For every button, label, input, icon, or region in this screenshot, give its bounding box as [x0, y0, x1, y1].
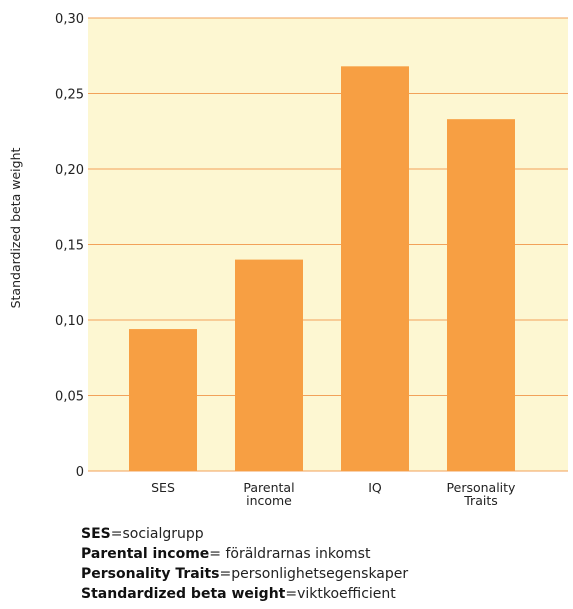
y-tick-label: 0	[76, 465, 84, 480]
x-category-label: IQ	[368, 480, 382, 495]
legend-definition: = föräldrarnas inkomst	[209, 546, 371, 562]
bar	[341, 66, 409, 471]
bar	[447, 119, 515, 472]
legend-row: Parental income= föräldrarnas inkomst	[81, 544, 408, 564]
bar-chart: 0 0,05 0,10 0,15 0,20 0,25 0,30 SES Parental inc…	[8, 12, 568, 508]
legend-row: Personality Traits=personlighetsegenskap…	[81, 564, 408, 584]
legend-row: SES=socialgrupp	[81, 524, 408, 544]
x-category-label: Personality Traits	[447, 480, 517, 508]
y-tick-label: 0,15	[55, 239, 84, 254]
y-tick-label: 0,10	[55, 314, 84, 329]
bar	[129, 329, 197, 471]
legend-row: Standardized beta weight=viktkoefficient	[81, 584, 408, 604]
y-tick-label: 0,30	[55, 12, 84, 27]
legend-term: SES	[81, 526, 111, 542]
legend-term: Standardized beta weight	[81, 586, 286, 602]
bars	[129, 66, 515, 472]
legend-term: Personality Traits	[81, 566, 220, 582]
bar	[235, 259, 303, 471]
y-tick-labels: 0 0,05 0,10 0,15 0,20 0,25 0,30	[55, 12, 84, 480]
y-tick-label: 0,20	[55, 163, 84, 178]
abbreviation-legend: SES=socialgrupp Parental income= föräldra…	[81, 524, 408, 604]
x-category-label: SES	[151, 480, 175, 495]
x-category-label: Parental income	[243, 480, 294, 508]
y-axis-label: Standardized beta weight	[8, 148, 23, 309]
legend-definition: =viktkoefficient	[285, 586, 396, 602]
legend-definition: =socialgrupp	[110, 526, 204, 542]
y-tick-label: 0,05	[55, 390, 84, 405]
x-category-labels: SES Parental income IQ Personality Traits	[151, 480, 516, 508]
y-tick-label: 0,25	[55, 88, 84, 103]
legend-term: Parental income	[81, 546, 210, 562]
legend-definition: =personlighetsegenskaper	[219, 566, 409, 582]
